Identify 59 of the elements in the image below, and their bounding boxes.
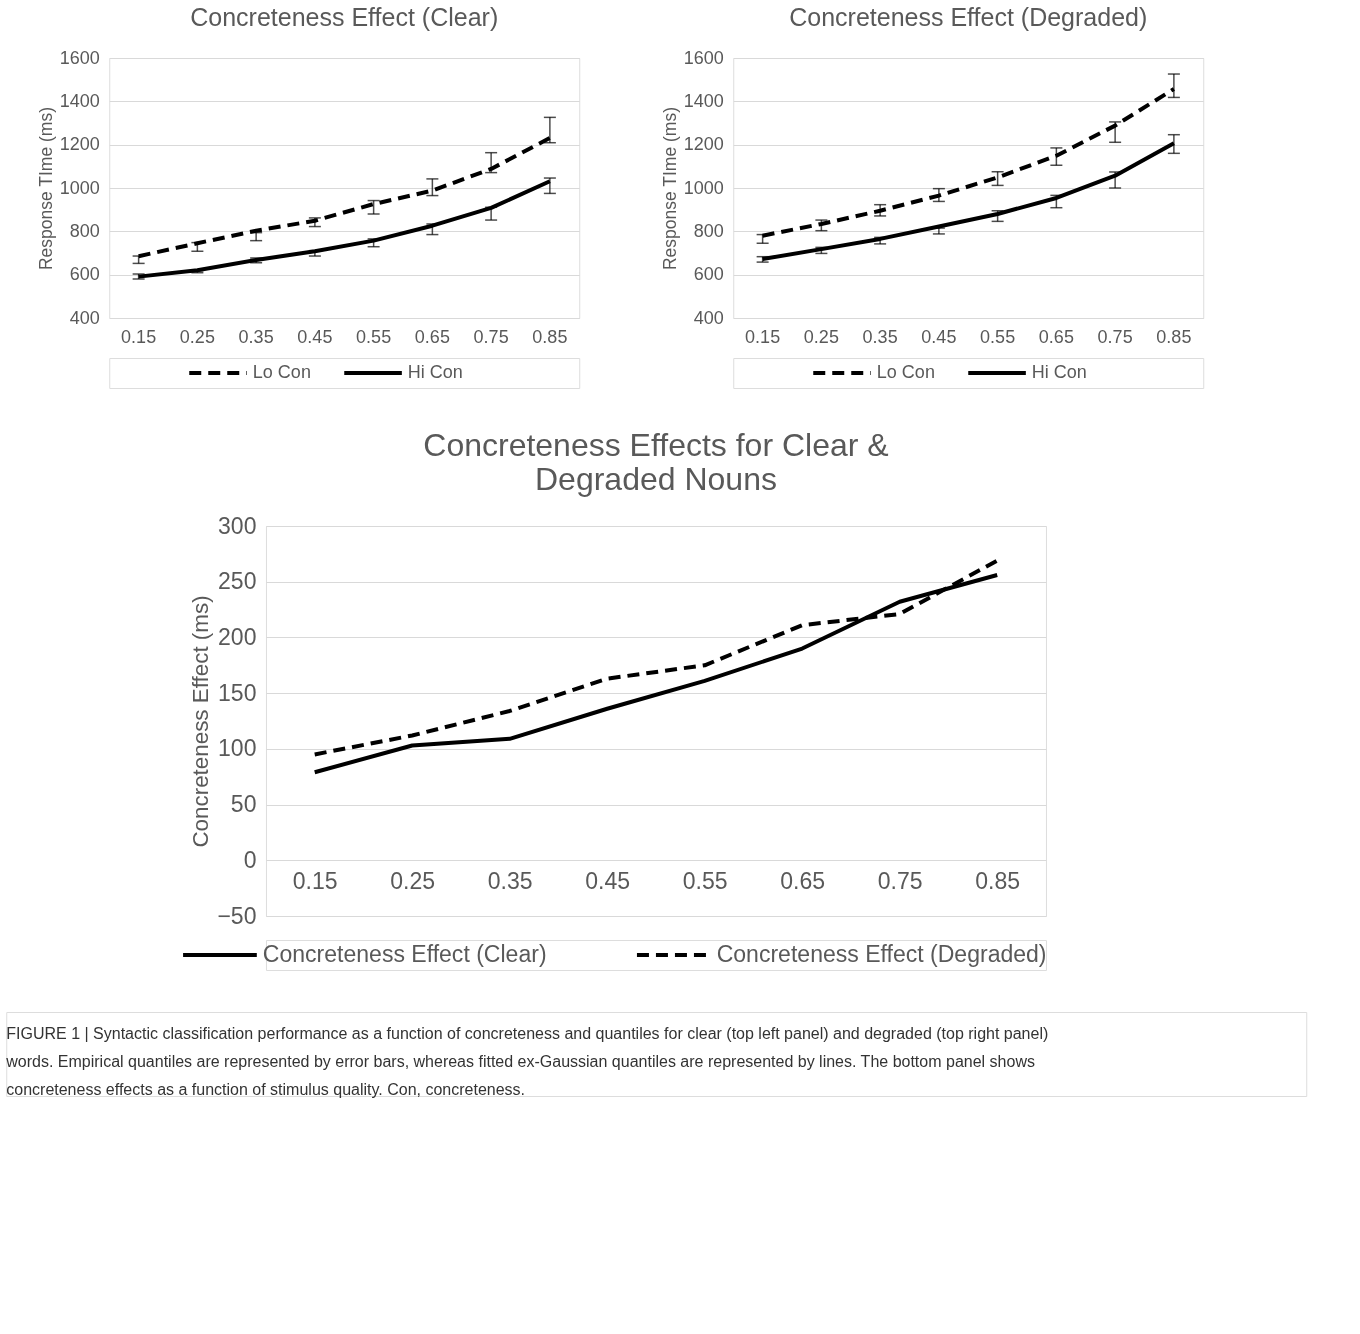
- x-tick-label: 0.75: [877, 867, 923, 894]
- y-tick-label: 200: [218, 623, 257, 650]
- legend-label: Hi Con: [1031, 362, 1087, 382]
- legend-label: Concreteness Effect (Degraded): [716, 941, 1047, 967]
- y-tick-label: 1400: [59, 90, 100, 111]
- y-tick-label: 400: [69, 307, 100, 328]
- y-tick-label: 800: [69, 220, 100, 241]
- y-tick-label: −50: [217, 902, 257, 929]
- y-axis-title: Response TIme (ms): [659, 106, 680, 271]
- y-tick-label: 250: [218, 568, 257, 595]
- x-tick-label: 0.35: [238, 326, 274, 347]
- caption: FIGURE 1 | Syntactic classification performance as a function of concreteness and quantiles for clear (top left panel) and degraded (top right panel) words. Empirical quantiles are represented by error bars, whereas fitted ex-Gaussian quantiles are represented by lines. The bottom panel shows concreteness effects as a function of stimulus quality. Con, concreteness.: [5, 1025, 1049, 1098]
- x-tick-label: 0.15: [121, 326, 157, 347]
- y-tick-label: 1600: [59, 47, 100, 68]
- y-tick-label: 300: [218, 512, 257, 539]
- y-tick-label: 1200: [59, 134, 100, 155]
- x-tick-label: 0.25: [390, 867, 436, 894]
- y-tick-label: 100: [218, 735, 257, 762]
- x-tick-label: 0.55: [356, 326, 392, 347]
- y-tick-label: 1000: [683, 177, 724, 198]
- legend-label: Lo Con: [252, 362, 311, 382]
- x-tick-label: 0.15: [745, 326, 781, 347]
- chart-title: Concreteness Effects for Clear & Degraded Nouns: [423, 427, 889, 497]
- legend-label: Concreteness Effect (Clear): [262, 941, 547, 967]
- x-tick-label: 0.35: [862, 326, 898, 347]
- x-tick-label: 0.85: [532, 326, 568, 347]
- legend-label: Hi Con: [407, 362, 463, 382]
- y-axis-title: Response TIme (ms): [35, 106, 56, 271]
- y-tick-label: 1200: [683, 134, 724, 155]
- y-tick-label: 50: [230, 791, 257, 818]
- x-tick-label: 0.85: [1156, 326, 1192, 347]
- x-tick-label: 0.85: [975, 867, 1021, 894]
- y-tick-label: 0: [243, 846, 257, 873]
- y-tick-label: 800: [693, 220, 724, 241]
- x-tick-label: 0.15: [292, 867, 338, 894]
- y-tick-label: 1400: [683, 90, 724, 111]
- chart-title: Concreteness Effect (Clear): [190, 3, 499, 31]
- x-tick-label: 0.65: [414, 326, 450, 347]
- legend-label: Lo Con: [876, 362, 935, 382]
- y-axis-title: Concreteness Effect (ms): [188, 595, 214, 848]
- chart-title: Concreteness Effect (Degraded): [789, 3, 1148, 31]
- x-tick-label: 0.75: [1097, 326, 1133, 347]
- y-tick-label: 600: [693, 264, 724, 285]
- x-tick-label: 0.25: [803, 326, 839, 347]
- x-tick-label: 0.55: [682, 867, 728, 894]
- x-tick-label: 0.65: [780, 867, 826, 894]
- x-tick-label: 0.35: [487, 867, 533, 894]
- y-tick-label: 1000: [59, 177, 100, 198]
- y-tick-label: 400: [693, 307, 724, 328]
- x-tick-label: 0.45: [921, 326, 957, 347]
- x-tick-label: 0.55: [980, 326, 1016, 347]
- y-tick-label: 600: [69, 264, 100, 285]
- x-tick-label: 0.25: [179, 326, 215, 347]
- x-tick-label: 0.75: [473, 326, 509, 347]
- x-tick-label: 0.45: [585, 867, 631, 894]
- y-tick-label: 150: [218, 679, 257, 706]
- x-tick-label: 0.65: [1038, 326, 1074, 347]
- y-tick-label: 1600: [683, 47, 724, 68]
- x-tick-label: 0.45: [297, 326, 333, 347]
